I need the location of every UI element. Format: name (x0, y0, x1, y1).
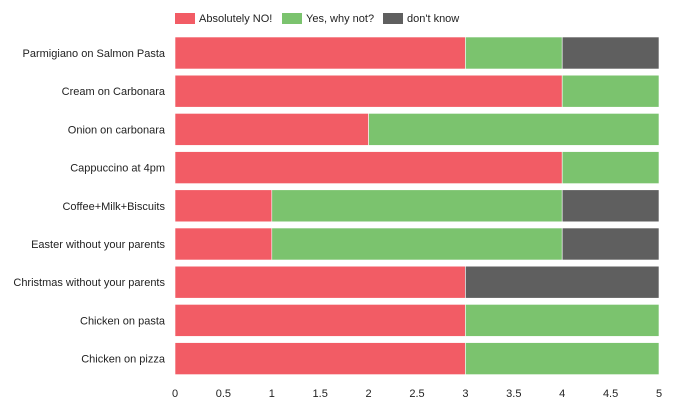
bar-3-series-1 (174, 113, 369, 146)
bar-4-series-2 (561, 151, 660, 184)
x-tick-label-6: 2.5 (409, 388, 424, 400)
category-label-3: Onion on carbonara (68, 124, 166, 136)
bar-5-series-3 (561, 189, 660, 223)
bar-6-series-1 (174, 227, 273, 261)
category-label-6: Easter without your parents (31, 239, 165, 251)
bar-1-series-2 (465, 36, 563, 70)
bar-1-series-1 (174, 36, 466, 70)
x-tick-label-8: 3.5 (506, 388, 521, 400)
bar-4-series-1 (174, 151, 563, 184)
legend: Absolutely NO! Yes, why not? don't know (175, 13, 459, 25)
x-tick-label-7: 3 (462, 388, 468, 400)
bar-6-series-2 (271, 227, 563, 261)
x-tick-label-9: 4 (559, 388, 565, 400)
category-label-8: Chicken on pasta (80, 315, 166, 327)
category-label-5: Coffee+Milk+Biscuits (62, 201, 165, 213)
legend-label-3: don't know (407, 13, 459, 25)
x-tick-label-10: 4.5 (603, 388, 618, 400)
bar-8-series-1 (174, 304, 466, 337)
bar-2-series-2 (561, 74, 660, 108)
bar-9-series-2 (465, 342, 660, 375)
bar-7-series-3 (465, 265, 660, 299)
bar-8-series-2 (465, 304, 660, 337)
x-axis: 0 0.5 1 1.5 2 2.5 3 3.5 4 4.5 5 (172, 388, 662, 400)
category-label-4: Cappuccino at 4pm (70, 163, 165, 175)
x-tick-label-1: 0 (172, 388, 178, 400)
x-tick-label-5: 2 (366, 388, 372, 400)
category-label-7: Christmas without your parents (13, 277, 165, 289)
category-label-9: Chicken on pizza (81, 354, 166, 366)
x-tick-label-4: 1.5 (313, 388, 328, 400)
bar-5-series-1 (174, 189, 273, 223)
bar-7-series-1 (174, 265, 466, 299)
legend-label-1: Absolutely NO! (199, 13, 272, 25)
bars (174, 36, 660, 375)
bar-6-series-3 (561, 227, 660, 261)
bar-3-series-2 (368, 113, 660, 146)
legend-swatch-3 (383, 13, 403, 24)
legend-swatch-2 (282, 13, 302, 24)
bar-1-series-3 (561, 36, 660, 70)
category-label-1: Parmigiano on Salmon Pasta (23, 48, 166, 60)
category-label-2: Cream on Carbonara (62, 86, 166, 98)
legend-swatch-1 (175, 13, 195, 24)
bar-5-series-2 (271, 189, 563, 223)
y-axis-labels: Parmigiano on Salmon Pasta Cream on Carbo… (13, 48, 166, 366)
bar-2-series-1 (174, 74, 563, 108)
x-tick-label-3: 1 (269, 388, 275, 400)
x-tick-label-11: 5 (656, 388, 662, 400)
bar-9-series-1 (174, 342, 466, 375)
legend-label-2: Yes, why not? (306, 13, 374, 25)
x-tick-label-2: 0.5 (216, 388, 231, 400)
